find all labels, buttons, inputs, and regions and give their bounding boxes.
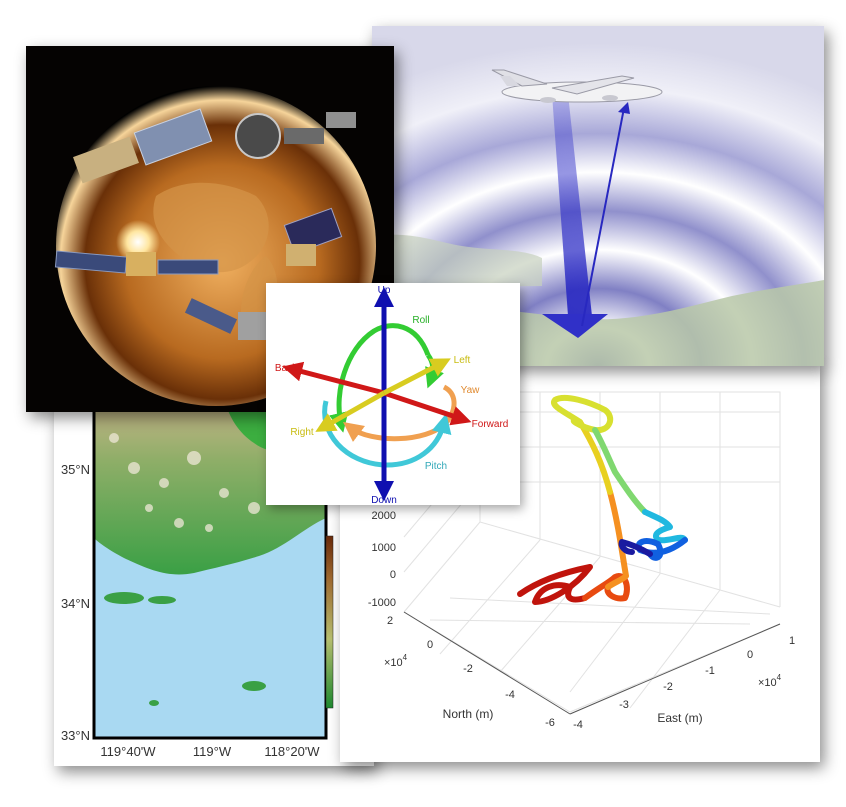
mountain-texture xyxy=(109,433,308,532)
attitude-axes-diagram: Up Down Back Forward Left Right Roll Yaw… xyxy=(266,283,520,505)
east-tick-1: 1 xyxy=(789,635,795,647)
plot-axes xyxy=(403,611,781,715)
up-label: Up xyxy=(378,285,391,296)
north-tick-0: 0 xyxy=(427,639,433,651)
satellite-1 xyxy=(73,108,213,184)
satellite-2 xyxy=(235,112,356,159)
airplane xyxy=(491,69,663,103)
east-tick-0: 0 xyxy=(747,649,753,661)
east-axis-label: East (m) xyxy=(657,711,702,725)
north-tick-2: 2 xyxy=(387,615,393,627)
satellite-4 xyxy=(54,250,219,276)
radar-arrow-head xyxy=(542,314,608,338)
plot-grid xyxy=(403,391,781,713)
right-axis-arrow xyxy=(315,390,386,432)
right-label: Right xyxy=(290,427,314,438)
roll-label: Roll xyxy=(412,315,429,326)
down-label: Down xyxy=(371,495,397,505)
z-tick-2000: 2000 xyxy=(372,510,396,522)
roll-rotation-arrow xyxy=(328,323,431,433)
continent xyxy=(153,182,269,273)
yaw-label: Yaw xyxy=(461,385,480,396)
east-tick-minus-1: -1 xyxy=(705,665,715,677)
z-tick-minus-1000: -1000 xyxy=(368,597,396,609)
lat-label-35: 35°N xyxy=(61,462,90,477)
radar-return-arrow xyxy=(618,102,630,114)
z-tick-0: 0 xyxy=(390,569,396,581)
east-exponent: ×104 xyxy=(758,673,782,689)
north-axis-label: North (m) xyxy=(443,707,494,721)
lon-label-119-40: 119°40'W xyxy=(100,744,156,759)
left-label: Left xyxy=(454,355,471,366)
lat-label-34: 34°N xyxy=(61,596,90,611)
back-axis-arrow xyxy=(282,361,385,396)
ground-map-left xyxy=(372,234,542,288)
pitch-label: Pitch xyxy=(425,461,447,472)
forward-axis-arrow xyxy=(383,390,472,426)
east-tick-minus-4: -4 xyxy=(573,719,583,731)
north-tick-minus-2: -2 xyxy=(463,663,473,675)
islands xyxy=(104,592,266,706)
north-exponent: ×104 xyxy=(384,653,408,669)
lon-label-119: 119°W xyxy=(193,744,232,759)
left-axis-arrow xyxy=(382,358,451,396)
back-label: Back xyxy=(275,363,298,374)
satellite-5 xyxy=(184,298,268,340)
east-tick-minus-2: -2 xyxy=(663,681,673,693)
satellite-3 xyxy=(283,207,343,266)
satellites-earth-image xyxy=(26,46,394,412)
lon-label-118-20: 118°20'W xyxy=(264,744,320,759)
radar-return-line xyxy=(581,107,625,327)
trajectory-path xyxy=(517,394,688,605)
north-tick-minus-6: -6 xyxy=(545,717,555,729)
east-tick-minus-3: -3 xyxy=(619,699,629,711)
north-tick-minus-4: -4 xyxy=(505,689,515,701)
z-tick-1000: 1000 xyxy=(372,542,396,554)
forward-label: Forward xyxy=(472,419,509,430)
colorbar xyxy=(325,535,334,709)
radar-beam-down xyxy=(552,94,592,316)
lat-label-33: 33°N xyxy=(61,728,90,743)
